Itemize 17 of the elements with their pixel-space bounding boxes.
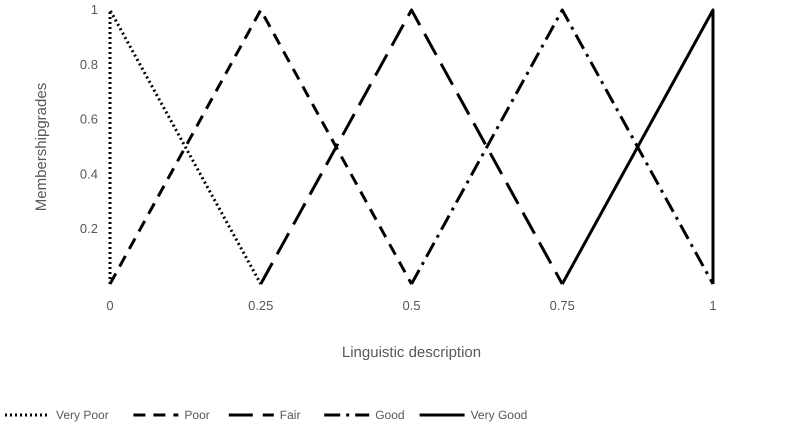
legend-label: Very Good xyxy=(470,408,528,422)
y-tick-label: 1 xyxy=(90,2,98,17)
y-tick-label: 0.6 xyxy=(80,112,98,127)
legend-label: Fair xyxy=(280,408,300,422)
x-tick-label: 0 xyxy=(106,298,114,313)
legend-label: Good xyxy=(375,408,405,422)
y-axis-title: Membershipgrades xyxy=(33,82,50,212)
y-tick-label: 0.2 xyxy=(80,221,98,236)
x-tick-label: 0.5 xyxy=(402,298,421,313)
x-axis-title: Linguistic description xyxy=(342,344,482,361)
legend-label: Very Poor xyxy=(56,408,109,422)
legend-label: Poor xyxy=(184,408,210,422)
y-tick-label: 0.4 xyxy=(80,166,98,182)
y-tick-label: 0.8 xyxy=(80,56,98,72)
x-tick-label: 1 xyxy=(709,298,717,313)
x-tick-label: 0.75 xyxy=(550,298,575,313)
x-tick-label: 0.25 xyxy=(248,298,274,313)
